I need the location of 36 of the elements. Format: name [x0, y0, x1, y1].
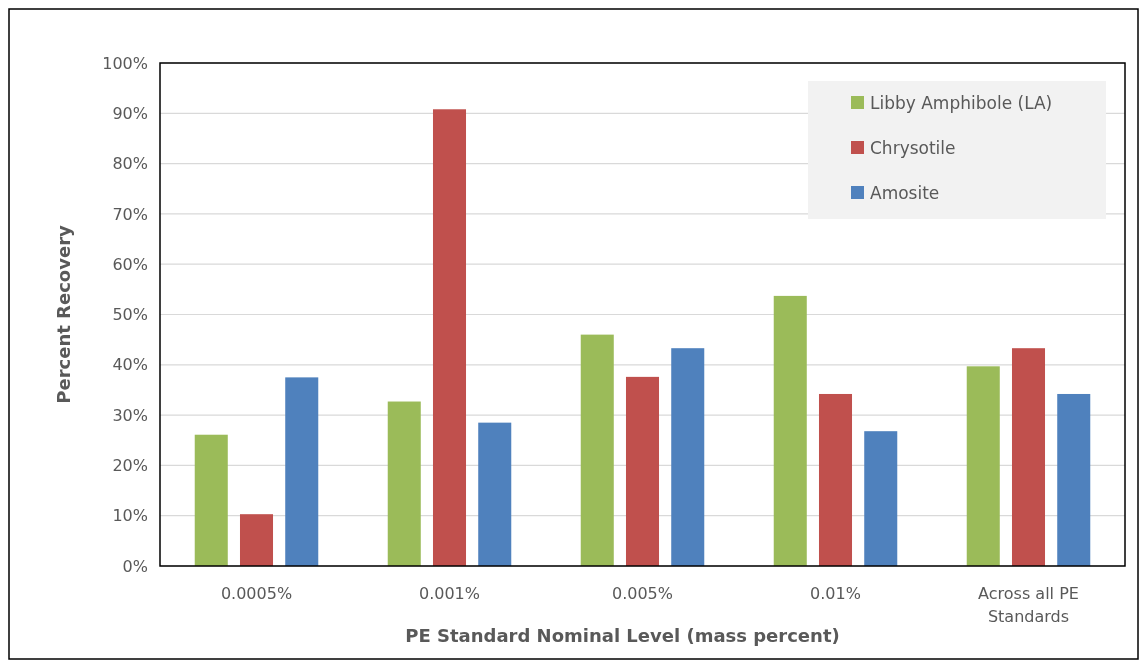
y-tick-label: 60% [112, 254, 148, 274]
bar [580, 334, 614, 566]
x-tick-label: 0.01% [810, 584, 861, 603]
bar [1057, 393, 1091, 566]
x-tick-label: Across all PE Standards [978, 584, 1079, 626]
bar [387, 401, 421, 566]
y-tick-label: 0% [122, 556, 148, 576]
bar [818, 393, 853, 566]
bar [625, 376, 660, 566]
y-tick-label: 70% [112, 204, 148, 224]
y-tick-label: 50% [112, 305, 148, 325]
bar [432, 109, 467, 566]
y-tick-label: 80% [112, 154, 148, 174]
y-tick-label: 20% [112, 456, 148, 475]
bar [194, 434, 228, 566]
x-axis-title: PE Standard Nominal Level (mass percent) [405, 625, 840, 646]
bar [671, 348, 705, 566]
y-tick-label: 10% [112, 506, 148, 526]
bar [864, 431, 898, 566]
bar [239, 514, 274, 566]
legend-label: Amosite [870, 182, 940, 203]
bar [285, 377, 319, 566]
bar [478, 422, 512, 566]
bar [773, 295, 807, 566]
y-tick-label: 90% [112, 103, 148, 123]
x-tick-label: 0.001% [418, 584, 481, 603]
bar [1011, 348, 1046, 566]
bar [966, 366, 1000, 566]
legend-label: Libby Amphibole (LA) [870, 92, 1053, 113]
legend-label: Chrysotile [870, 137, 956, 158]
y-tick-label: 100% [102, 53, 148, 73]
x-tick-label: 0.0005% [220, 584, 293, 603]
x-tick-label: 0.005% [611, 584, 674, 603]
y-tick-label: 40% [112, 355, 148, 375]
y-axis-title: Percent Recovery [53, 224, 74, 404]
y-tick-label: 30% [112, 405, 148, 425]
